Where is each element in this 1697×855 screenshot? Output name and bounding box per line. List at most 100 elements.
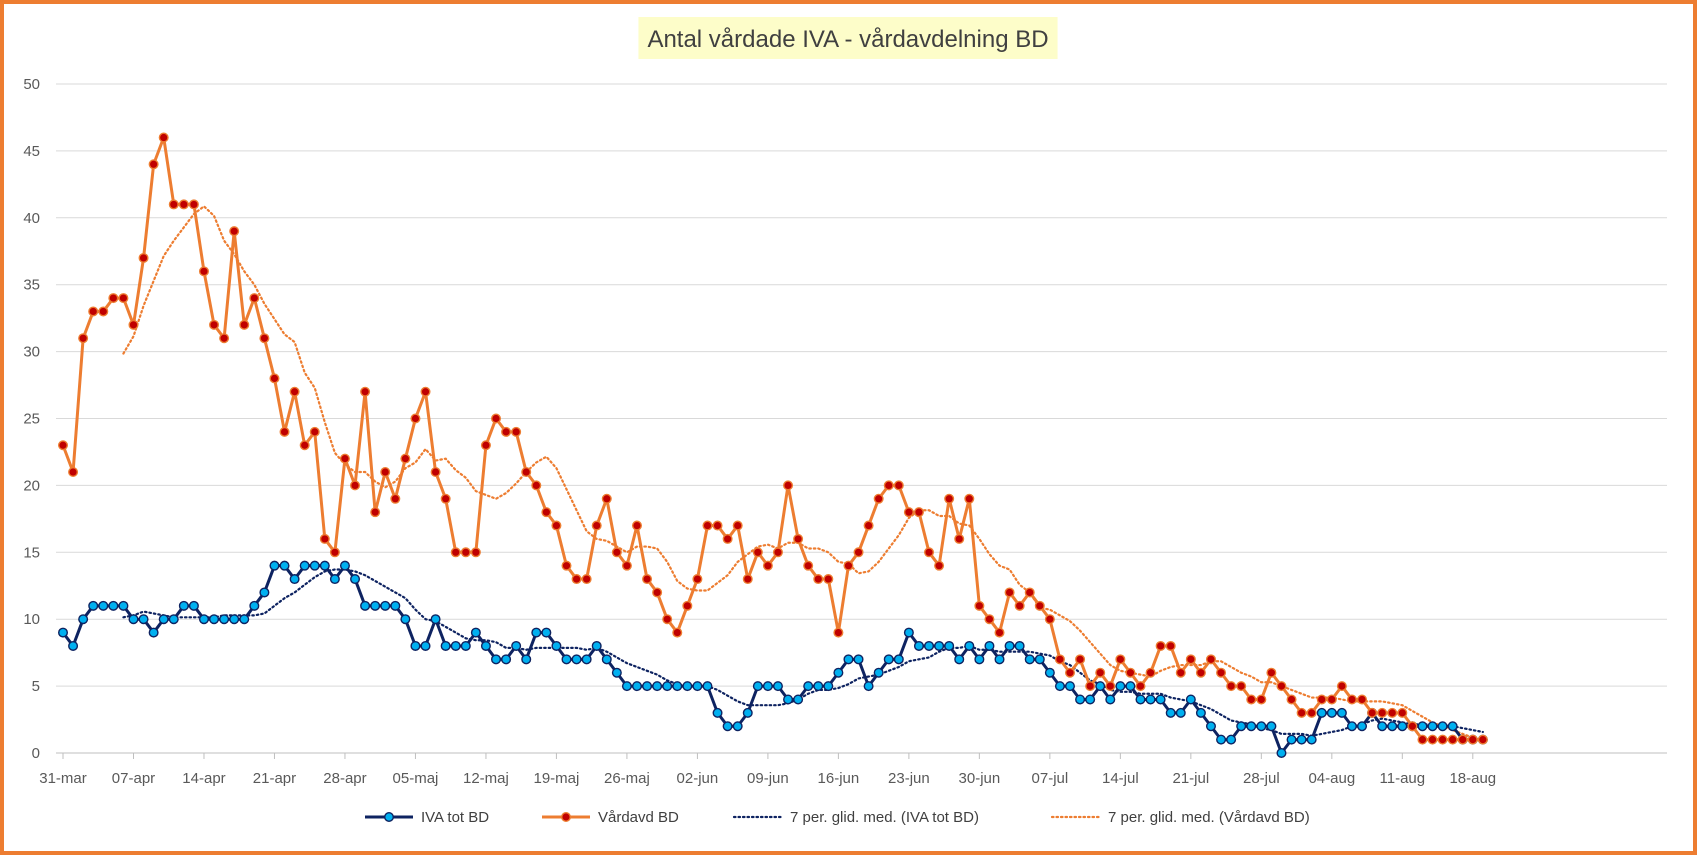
data-point xyxy=(1004,587,1015,598)
data-point xyxy=(178,199,189,210)
data-point xyxy=(541,507,552,518)
data-point xyxy=(813,574,824,585)
data-point xyxy=(662,614,673,625)
data-point xyxy=(994,654,1005,665)
data-point xyxy=(1125,681,1136,692)
x-tick-label: 07-apr xyxy=(112,770,155,787)
data-point xyxy=(642,681,653,692)
chart-title-background xyxy=(638,17,1058,59)
data-point xyxy=(198,614,209,625)
data-point xyxy=(531,627,542,638)
data-point xyxy=(793,533,804,544)
data-point xyxy=(813,681,824,692)
legend-label: 7 per. glid. med. (Vårdavd BD) xyxy=(1108,809,1310,826)
data-point xyxy=(853,547,864,558)
data-point xyxy=(78,333,89,344)
data-point xyxy=(1346,694,1357,705)
data-point xyxy=(491,413,502,424)
data-point xyxy=(1367,707,1378,718)
x-tick-label: 12-maj xyxy=(463,770,509,787)
data-point xyxy=(954,654,965,665)
data-point xyxy=(480,440,491,451)
data-point xyxy=(259,333,270,344)
data-point xyxy=(390,493,401,504)
data-point xyxy=(1306,734,1317,745)
data-point xyxy=(400,453,411,464)
data-point xyxy=(1276,681,1287,692)
data-point xyxy=(1014,640,1025,651)
data-point xyxy=(571,574,582,585)
data-point xyxy=(1205,721,1216,732)
data-point xyxy=(1185,654,1196,665)
data-point xyxy=(742,707,753,718)
data-point xyxy=(1024,654,1035,665)
data-point xyxy=(219,333,230,344)
data-point xyxy=(591,520,602,531)
axes xyxy=(56,752,1667,759)
data-point xyxy=(1387,721,1398,732)
data-point xyxy=(601,654,612,665)
data-point xyxy=(1336,681,1347,692)
legend-marker xyxy=(561,812,572,823)
data-point xyxy=(1387,707,1398,718)
data-point xyxy=(128,614,139,625)
data-point xyxy=(1014,600,1025,611)
data-point xyxy=(1044,667,1055,678)
data-point xyxy=(1155,640,1166,651)
data-point xyxy=(581,574,592,585)
data-point xyxy=(803,681,814,692)
data-point xyxy=(772,681,783,692)
x-tick-label: 14-apr xyxy=(182,770,225,787)
data-point xyxy=(913,640,924,651)
x-tick-label: 21-apr xyxy=(253,770,296,787)
data-point xyxy=(984,614,995,625)
data-point xyxy=(138,614,149,625)
data-point xyxy=(1447,734,1458,745)
data-point xyxy=(1306,707,1317,718)
data-point xyxy=(1226,681,1237,692)
data-point xyxy=(1075,654,1086,665)
data-point xyxy=(1195,707,1206,718)
x-tick-label: 02-jun xyxy=(677,770,719,787)
data-point xyxy=(984,640,995,651)
data-point xyxy=(370,507,381,518)
moving-average-line xyxy=(122,204,1484,741)
data-point xyxy=(621,560,632,571)
data-point xyxy=(601,493,612,504)
data-point xyxy=(692,681,703,692)
data-point xyxy=(450,640,461,651)
series-3 xyxy=(122,204,1484,741)
data-point xyxy=(350,574,361,585)
data-point xyxy=(319,560,330,571)
data-point xyxy=(1185,694,1196,705)
data-point xyxy=(178,600,189,611)
data-point xyxy=(611,547,622,558)
data-point xyxy=(873,493,884,504)
data-point xyxy=(903,627,914,638)
y-tick-label: 40 xyxy=(23,210,40,227)
data-point xyxy=(1195,667,1206,678)
y-tick-label: 35 xyxy=(23,277,40,294)
data-point xyxy=(440,493,451,504)
data-point xyxy=(1105,694,1116,705)
data-point xyxy=(108,293,119,304)
data-point xyxy=(98,306,109,317)
data-point xyxy=(1286,734,1297,745)
y-tick-label: 0 xyxy=(32,745,40,762)
data-point xyxy=(108,600,119,611)
gridlines xyxy=(56,83,1667,687)
data-point xyxy=(1054,681,1065,692)
data-point xyxy=(913,507,924,518)
data-point xyxy=(1135,694,1146,705)
x-tick-label: 28-apr xyxy=(323,770,366,787)
y-tick-label: 15 xyxy=(23,544,40,561)
data-point xyxy=(420,386,431,397)
data-point xyxy=(480,640,491,651)
y-tick-label: 20 xyxy=(23,477,40,494)
data-point xyxy=(752,681,763,692)
data-point xyxy=(702,681,713,692)
data-point xyxy=(863,520,874,531)
data-point xyxy=(541,627,552,638)
data-point xyxy=(501,654,512,665)
data-point xyxy=(1407,721,1418,732)
